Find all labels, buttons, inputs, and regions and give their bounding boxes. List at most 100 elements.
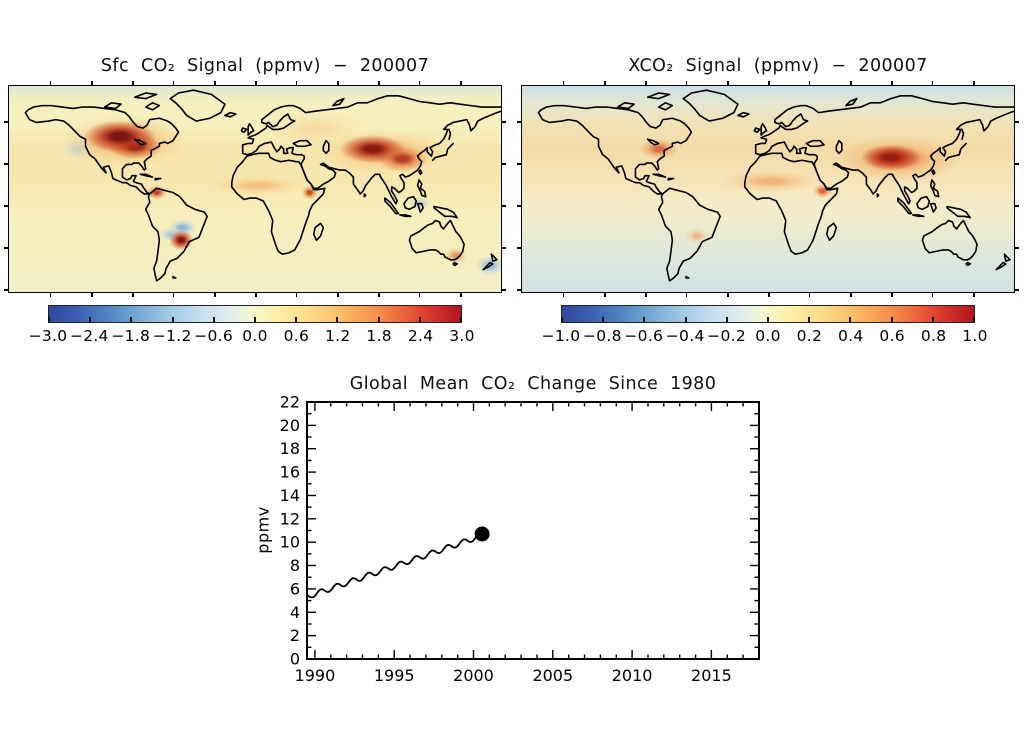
coastline-path: [146, 103, 160, 110]
xco2-map: [517, 81, 1019, 297]
colorbar-tick: [931, 317, 934, 322]
map-frame-tick: [502, 247, 506, 249]
map-frame-tick: [502, 121, 506, 123]
coastline-path: [1004, 254, 1009, 261]
coastline-path: [917, 197, 929, 210]
colorbar-tick: [808, 317, 811, 322]
colorbar-tick-label: −0.4: [665, 327, 705, 345]
map-frame-tick: [460, 293, 462, 297]
colorbar-tick-label: 0.0: [755, 327, 781, 345]
map-frame-tick: [727, 293, 729, 297]
colorbar-tick: [377, 317, 380, 322]
coastline-path: [385, 198, 399, 213]
plot-frame: [306, 401, 760, 660]
map-frame-tick: [295, 293, 298, 297]
map-frame-tick: [891, 81, 893, 85]
map-frame-tick: [973, 81, 975, 85]
map-frame-tick: [685, 81, 688, 85]
map-frame-tick: [768, 81, 770, 85]
sfc-co2-map-title: Sfc CO₂ Signal (ppmv) − 200007: [100, 56, 430, 76]
world-coastlines: [9, 86, 501, 292]
colorbar-tick: [602, 317, 605, 322]
map-frame-tick: [562, 293, 565, 297]
map-frame-tick: [295, 81, 298, 85]
tick-label: 1995: [374, 666, 415, 685]
coastline-path: [738, 113, 749, 117]
coastline-path: [686, 277, 689, 278]
coastline-path: [827, 223, 837, 240]
map-frame-tick: [132, 81, 134, 85]
coastline-path: [538, 106, 691, 194]
coastline-path: [409, 221, 464, 260]
colorbar-tick-label: 0.6: [283, 327, 310, 345]
coastline-path: [913, 215, 924, 216]
colorbar-tick: [849, 317, 852, 322]
colorbar-tick: [684, 317, 687, 322]
coastline-path: [846, 99, 857, 106]
tick-label: 20: [280, 416, 300, 435]
coastline-path: [836, 141, 841, 154]
tick-label: 2010: [612, 666, 653, 685]
tick-label: 14: [280, 486, 300, 505]
colorbar-tick: [295, 317, 298, 322]
tick-label: 22: [280, 393, 300, 412]
timeseries-plot: 1990 1995 2000 2005 2010 2015 0 2 4 6 8 10 12 14 16 18 2…: [280, 393, 760, 685]
coastline-path: [232, 153, 325, 254]
coastline-path: [225, 113, 236, 117]
map-frame-tick: [973, 293, 975, 297]
coastline-path: [947, 207, 970, 218]
coastline-path: [962, 129, 963, 139]
tick-label: 8: [290, 556, 300, 575]
map-frame-tick: [378, 81, 380, 85]
map-frame-tick: [850, 81, 852, 85]
colorbar-tick: [561, 317, 563, 322]
map-frame-tick: [91, 293, 93, 297]
colorbar-tick-label: 1.8: [366, 327, 392, 345]
sfc-co2-colorbar-labels: −3.0 −2.4 −1.8 −1.2 −0.6 0.0 0.6 1.2 1.8 2.4 3.0: [29, 327, 475, 347]
coastline-path: [400, 215, 411, 216]
tick-label: 6: [290, 579, 300, 598]
colorbar-tick-label: −3.0: [28, 327, 68, 345]
coastline-path: [146, 188, 208, 280]
tick-label: 2005: [532, 666, 573, 685]
colorbar-tick: [336, 317, 339, 322]
map-frame-tick: [517, 247, 521, 249]
co2-trend-line: [306, 532, 482, 599]
map-frame-tick: [604, 81, 606, 85]
map-frame-tick: [768, 293, 770, 297]
coastline-path: [314, 223, 324, 240]
coastline-path: [996, 263, 1006, 270]
map-frame-tick: [502, 205, 506, 207]
colorbar-tick: [725, 317, 728, 322]
world-coastlines: [522, 86, 1014, 292]
map-frame-tick: [378, 293, 380, 297]
coastline-path: [745, 153, 838, 254]
tick-label: 16: [280, 463, 300, 482]
colorbar-tick: [460, 317, 462, 322]
colorbar-tick-label: −0.6: [194, 327, 234, 345]
coastline-path: [761, 124, 766, 135]
coastline-path: [659, 188, 721, 280]
coastline-path: [648, 93, 670, 99]
colorbar-tick: [254, 317, 256, 322]
map-frame-tick: [91, 81, 93, 85]
map-frame-tick: [517, 163, 521, 165]
colorbar-tick: [767, 317, 769, 322]
map-frame-tick: [1015, 289, 1019, 291]
map-frame-tick: [49, 81, 52, 85]
sfc-co2-map: [4, 81, 506, 297]
colorbar-tick-label: −1.2: [152, 327, 192, 345]
tick-label: 10: [280, 533, 300, 552]
coastline-path: [364, 194, 365, 197]
coastline-path: [931, 204, 936, 212]
coastline-path: [648, 139, 659, 145]
map-frame-tick: [891, 293, 893, 297]
coastline-path: [966, 263, 970, 266]
colorbar-tick: [171, 317, 174, 322]
coastline-path: [653, 174, 665, 177]
map-frame-tick: [172, 293, 175, 297]
map-frame-tick: [418, 293, 421, 297]
map-frame-tick: [4, 247, 8, 249]
coastline-path: [135, 139, 146, 145]
